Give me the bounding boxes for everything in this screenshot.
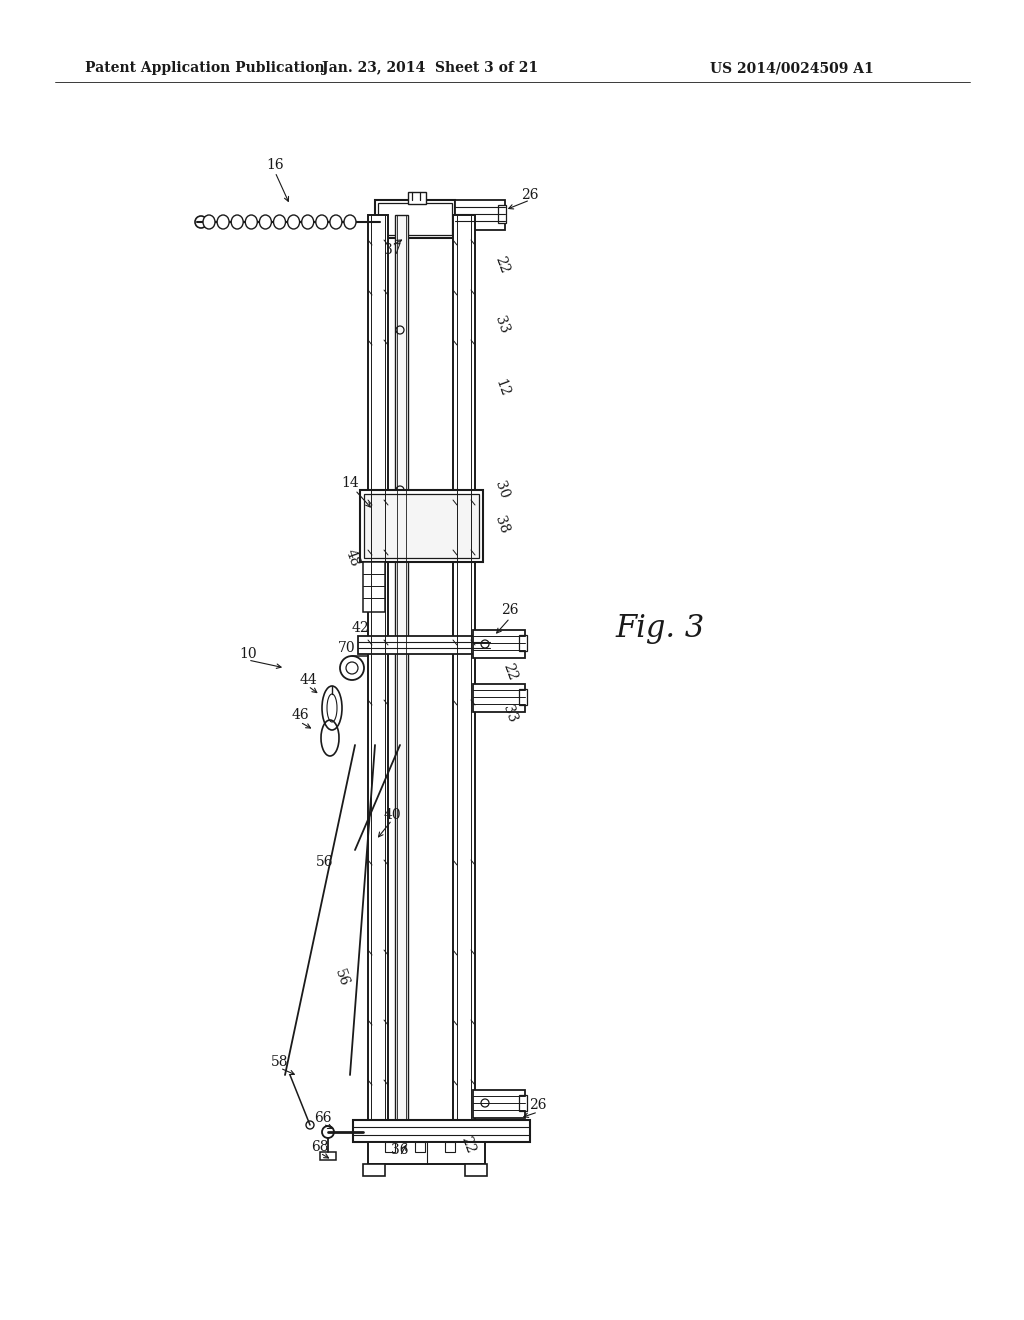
Bar (364, 494, 479, 558)
Bar (368, 1142, 485, 1164)
Bar (445, 1142, 455, 1152)
Bar (358, 636, 490, 653)
Ellipse shape (330, 215, 342, 228)
Text: 48: 48 (342, 548, 361, 569)
Text: 56: 56 (316, 855, 334, 869)
Text: 12: 12 (493, 378, 512, 399)
Text: 26: 26 (502, 603, 519, 616)
Text: 26: 26 (521, 187, 539, 202)
Text: 44: 44 (299, 673, 316, 686)
Text: 14: 14 (341, 477, 358, 490)
Text: 10: 10 (240, 647, 257, 661)
Bar (408, 191, 426, 205)
Bar (395, 215, 408, 1119)
Ellipse shape (246, 215, 257, 228)
Text: 56: 56 (333, 968, 351, 989)
Bar (473, 684, 525, 711)
Text: Patent Application Publication: Patent Application Publication (85, 61, 325, 75)
Text: 33: 33 (501, 704, 519, 725)
Bar (368, 215, 388, 1119)
Text: 22: 22 (459, 1134, 477, 1155)
Text: 66: 66 (314, 1111, 332, 1125)
Bar (473, 1090, 525, 1118)
Text: 30: 30 (493, 479, 512, 500)
Text: 68: 68 (311, 1140, 329, 1154)
Text: 40: 40 (383, 808, 400, 822)
Text: Jan. 23, 2014  Sheet 3 of 21: Jan. 23, 2014 Sheet 3 of 21 (322, 61, 538, 75)
Text: US 2014/0024509 A1: US 2014/0024509 A1 (710, 61, 873, 75)
Text: 36: 36 (391, 1143, 409, 1158)
Text: 22: 22 (501, 661, 519, 682)
Bar (362, 1164, 385, 1176)
Ellipse shape (259, 215, 271, 228)
Text: 46: 46 (291, 708, 309, 722)
Bar (453, 215, 475, 1119)
Bar (519, 635, 527, 651)
Bar (378, 203, 452, 235)
Text: 58: 58 (271, 1055, 289, 1069)
Text: Fig. 3: Fig. 3 (615, 612, 705, 644)
Bar (362, 562, 385, 612)
Text: 33: 33 (493, 314, 512, 335)
Bar (465, 1164, 487, 1176)
Ellipse shape (203, 215, 215, 228)
Ellipse shape (344, 215, 356, 228)
Bar (353, 1119, 530, 1142)
Text: 37: 37 (384, 243, 401, 257)
Bar (319, 1152, 336, 1160)
Bar (415, 1142, 425, 1152)
Text: 42: 42 (351, 620, 369, 635)
Ellipse shape (315, 215, 328, 228)
Bar (455, 201, 505, 230)
Bar (473, 630, 525, 657)
Text: 22: 22 (493, 255, 512, 276)
Ellipse shape (231, 215, 244, 228)
Ellipse shape (273, 215, 286, 228)
Ellipse shape (302, 215, 313, 228)
Text: 26: 26 (529, 1098, 547, 1111)
Text: 70: 70 (338, 642, 355, 655)
Ellipse shape (217, 215, 229, 228)
Bar (360, 490, 483, 562)
Bar (498, 205, 506, 223)
Ellipse shape (288, 215, 300, 228)
Bar (519, 689, 527, 705)
Bar (519, 1096, 527, 1111)
Bar (385, 1142, 395, 1152)
Bar (375, 201, 455, 238)
Text: 38: 38 (493, 515, 512, 536)
Text: 16: 16 (266, 158, 284, 172)
